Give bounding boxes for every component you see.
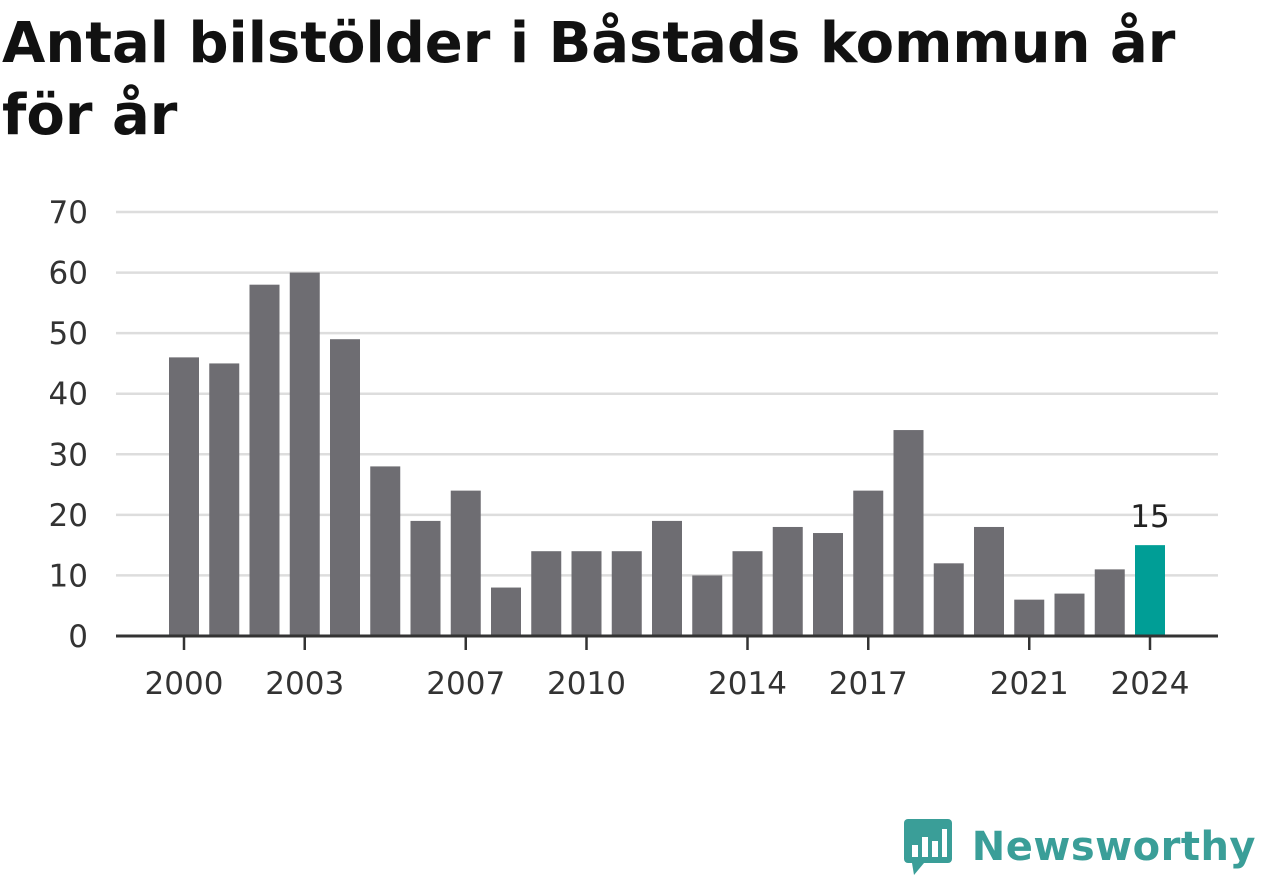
y-tick-label: 50 [49, 316, 88, 352]
bar-2006 [410, 520, 441, 636]
logo-chart-icon [903, 819, 952, 875]
bar-2018 [893, 430, 924, 636]
x-tick-label: 2014 [708, 666, 787, 702]
bar-2008 [491, 587, 521, 636]
bar-2005 [370, 466, 401, 636]
bar-2012 [652, 520, 682, 636]
bar-2022 [1054, 593, 1085, 636]
bar-2000 [169, 357, 199, 636]
bar-2004 [330, 339, 360, 636]
bar-2017 [853, 490, 884, 636]
bar-chart: 0 10 20 30 40 50 60 70 2000 2003 2007 2010 2014 2017… [49, 195, 1218, 702]
bar-2001 [209, 363, 240, 636]
bar-2003 [289, 272, 320, 636]
y-tick-label: 40 [49, 377, 88, 413]
x-tick-label: 2010 [547, 666, 626, 702]
bar-2021 [1014, 599, 1045, 636]
y-tick-label: 10 [49, 558, 88, 594]
x-tick-label: 2021 [990, 666, 1069, 702]
x-tick-label: 2007 [426, 666, 505, 702]
highlight-value-label: 15 [1130, 499, 1169, 535]
y-tick-label: 60 [49, 256, 88, 292]
y-tick-label: 20 [49, 498, 88, 534]
bar-2014 [732, 551, 763, 636]
bar-2010 [571, 551, 602, 636]
x-axis-labels: 2000 2003 2007 2010 2014 2017 2021 2024 [145, 666, 1190, 702]
bar-2015 [772, 526, 803, 636]
bar-2002 [249, 284, 280, 636]
bar-2019 [933, 563, 964, 636]
bar-2007 [450, 490, 481, 636]
x-tick-label: 2003 [265, 666, 344, 702]
y-tick-label: 0 [68, 619, 88, 655]
bar-2016 [813, 533, 843, 636]
bar-2013 [692, 575, 723, 636]
bar-2024 [1135, 545, 1165, 636]
annotations: 15 [1130, 499, 1169, 535]
chart-title: Antal bilstölder i Båstads kommun år för… [2, 11, 1176, 148]
x-tick-label: 2017 [829, 666, 908, 702]
x-tick-label: 2024 [1111, 666, 1190, 702]
newsworthy-logo: Newsworthy [902, 817, 1256, 877]
logo-text: Newsworthy [971, 824, 1256, 870]
bar-2020 [974, 526, 1004, 636]
y-tick-label: 70 [49, 195, 88, 231]
y-tick-label: 30 [49, 437, 88, 473]
bar-2009 [531, 551, 562, 636]
bars [169, 272, 1165, 636]
y-axis-labels: 0 10 20 30 40 50 60 70 [49, 195, 88, 655]
x-axis [116, 634, 1218, 650]
bar-2011 [611, 551, 642, 636]
x-tick-label: 2000 [145, 666, 224, 702]
bar-2023 [1094, 569, 1125, 636]
